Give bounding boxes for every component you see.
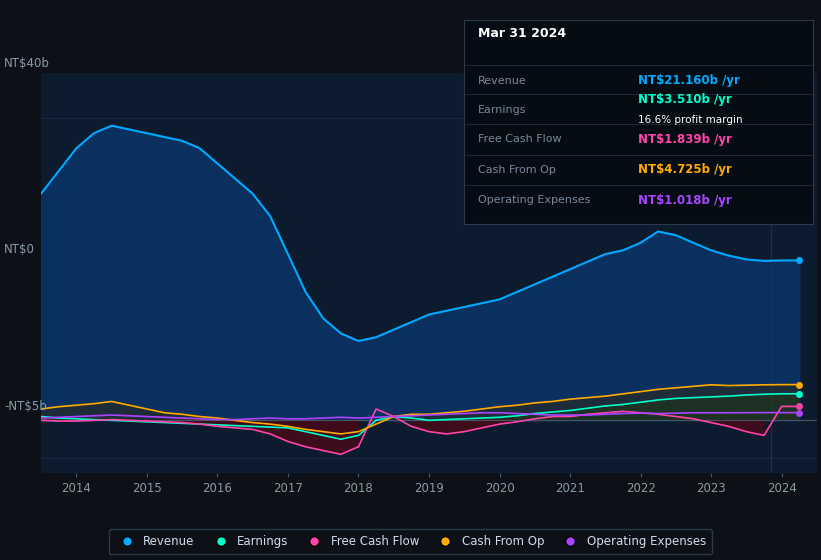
Text: Operating Expenses: Operating Expenses bbox=[478, 195, 590, 206]
Text: NT$3.510b /yr: NT$3.510b /yr bbox=[639, 93, 732, 106]
Text: 16.6% profit margin: 16.6% profit margin bbox=[639, 115, 743, 125]
Text: NT$0: NT$0 bbox=[4, 242, 35, 256]
Text: NT$1.839b /yr: NT$1.839b /yr bbox=[639, 133, 732, 146]
Text: NT$4.725b /yr: NT$4.725b /yr bbox=[639, 164, 732, 176]
Text: NT$40b: NT$40b bbox=[4, 57, 50, 70]
Text: Earnings: Earnings bbox=[478, 105, 526, 115]
Legend: Revenue, Earnings, Free Cash Flow, Cash From Op, Operating Expenses: Revenue, Earnings, Free Cash Flow, Cash … bbox=[109, 529, 712, 554]
Text: Mar 31 2024: Mar 31 2024 bbox=[478, 27, 566, 40]
Text: Revenue: Revenue bbox=[478, 76, 526, 86]
Text: -NT$5b: -NT$5b bbox=[4, 399, 47, 413]
Text: Free Cash Flow: Free Cash Flow bbox=[478, 134, 562, 144]
Text: Cash From Op: Cash From Op bbox=[478, 165, 556, 175]
Text: NT$21.160b /yr: NT$21.160b /yr bbox=[639, 74, 741, 87]
Text: NT$1.018b /yr: NT$1.018b /yr bbox=[639, 194, 732, 207]
